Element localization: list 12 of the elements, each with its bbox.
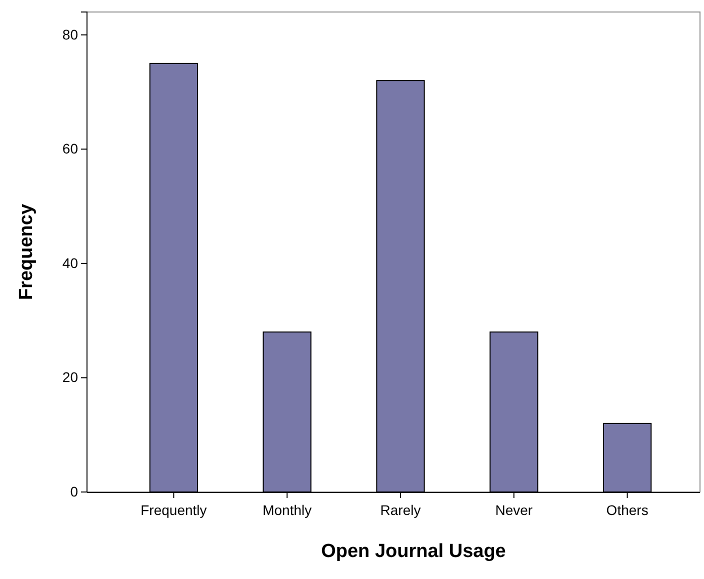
y-tick-label: 0 (70, 483, 78, 500)
y-tick-label: 80 (62, 26, 78, 42)
x-tick-label: Others (606, 502, 648, 518)
x-tick-label: Rarely (380, 502, 421, 518)
x-tick-label: Frequently (140, 502, 207, 518)
x-tick-label: Monthly (262, 502, 312, 518)
y-tick-label: 40 (62, 254, 78, 271)
y-tick-label: 60 (62, 140, 78, 157)
y-tick-label: 20 (62, 369, 78, 386)
x-axis-title: Open Journal Usage (321, 541, 506, 562)
x-tick-label: Never (495, 502, 533, 518)
y-axis-title: Frequency (16, 204, 37, 300)
